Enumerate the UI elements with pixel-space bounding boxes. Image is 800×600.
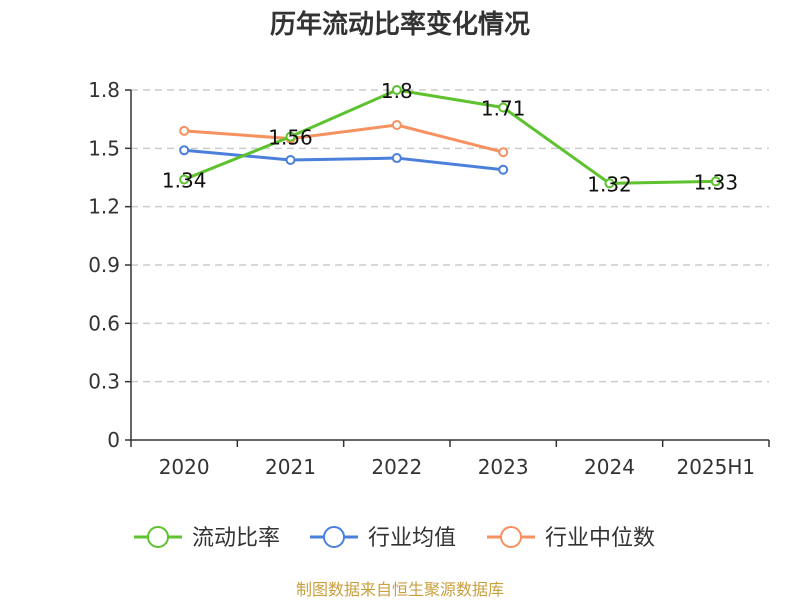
legend-marker [147,526,169,548]
x-tick-label: 2023 [478,455,529,479]
data-point[interactable] [391,120,402,130]
y-axis-ticks: 0 0.3 0.6 0.9 1.2 1.5 1.8 [88,78,131,452]
data-point[interactable] [285,155,296,165]
series-1 [179,145,509,175]
data-label: 1.33 [694,170,739,194]
grid-lines [131,89,769,383]
x-tick-label: 2024 [584,455,635,479]
x-tick-label: 2022 [371,455,422,479]
legend-label: 行业中位数 [545,526,655,551]
legend-item-0[interactable]: 流动比率 [134,526,280,551]
series-line [184,148,504,172]
legend[interactable]: 流动比率 行业均值 行业中位数 [134,526,655,551]
data-label: 1.34 [162,168,207,192]
data-point[interactable] [391,85,402,95]
y-tick-label: 0.9 [88,253,120,277]
x-tick-label: 2020 [159,455,210,479]
data-label: 1.56 [268,126,313,150]
x-tick-label: 2025H1 [676,455,755,479]
data-point[interactable] [179,125,190,136]
legend-item-1[interactable]: 行业均值 [310,526,456,551]
data-point[interactable] [391,153,402,164]
y-tick-label: 1.5 [88,136,120,160]
data-point[interactable] [179,145,190,156]
series-line [184,123,504,154]
series-lines [179,85,721,189]
data-point[interactable] [604,178,615,189]
y-tick-label: 1.8 [88,78,120,102]
legend-item-2[interactable]: 行业中位数 [487,526,655,551]
data-label: 1.32 [587,172,632,196]
y-tick-label: 0.3 [88,370,120,394]
y-tick-label: 0 [107,428,120,452]
data-label: 1.71 [481,97,526,121]
data-point[interactable] [498,147,509,158]
data-label: 1.8 [381,79,413,103]
x-tick-label: 2021 [265,455,316,479]
series-line [183,88,716,185]
legend-label: 行业均值 [368,526,456,551]
data-point[interactable] [498,164,509,175]
legend-label: 流动比率 [192,526,280,551]
data-point[interactable] [179,174,190,185]
x-axis-ticks: 2020 2021 2022 2023 2024 2025H1 [130,440,770,479]
legend-marker [500,526,522,548]
data-labels: 1.34 1.56 1.8 1.71 1.32 1.33 [162,79,738,196]
y-tick-label: 0.6 [88,311,120,335]
data-point[interactable] [285,131,296,142]
source-note: 制图数据来自恒生聚源数据库 [296,580,504,599]
series-0 [179,85,721,189]
y-tick-label: 1.2 [88,195,120,219]
chart-title: 历年流动比率变化情况 [270,9,530,40]
data-point[interactable] [710,176,721,187]
data-point[interactable] [498,102,509,113]
series-2 [179,120,509,158]
legend-marker [323,526,345,548]
